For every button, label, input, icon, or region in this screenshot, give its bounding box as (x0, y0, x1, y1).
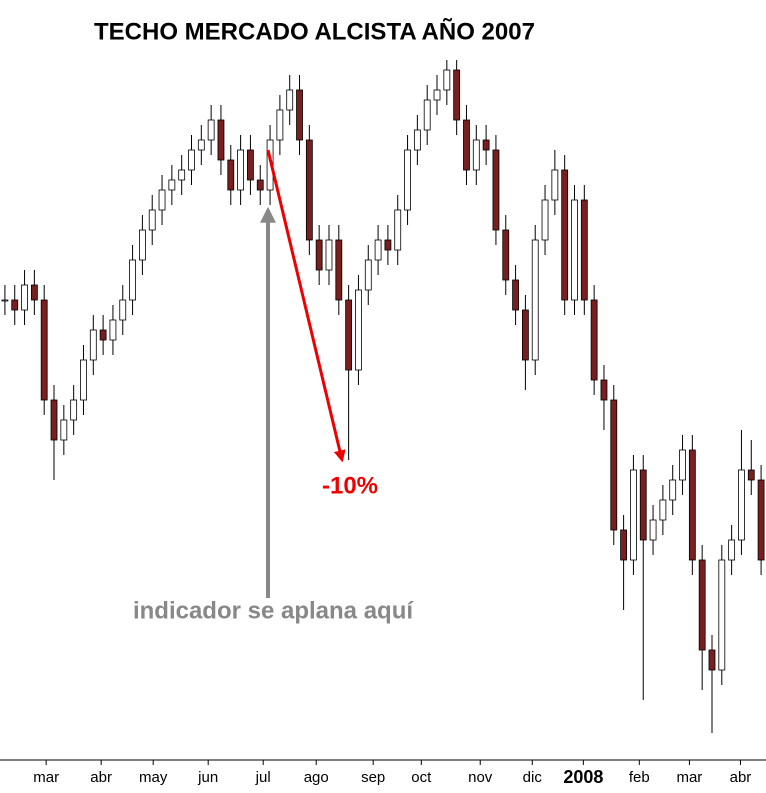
x-tick-label: abr (90, 769, 112, 786)
candle-body (580, 199, 588, 301)
candle-body (551, 169, 559, 201)
candle-body (188, 149, 195, 171)
x-tick-label: jul (255, 769, 271, 786)
x-tick-label: sep (361, 769, 385, 786)
candle-body (433, 89, 441, 101)
candle-body (256, 179, 264, 191)
candle-body (639, 469, 647, 541)
candle-body (620, 529, 628, 561)
candle-body (698, 559, 706, 651)
candle-body (610, 399, 618, 531)
candle-body (60, 419, 68, 441)
candle-body (708, 649, 716, 671)
x-tick-label: feb (629, 769, 650, 786)
candle-body (217, 119, 225, 161)
candle-body (168, 179, 176, 191)
candle-body (541, 199, 549, 241)
candle-body (158, 189, 166, 211)
candle-body (30, 284, 38, 301)
candle-body (561, 169, 569, 301)
candle-body (757, 479, 765, 561)
candle-body (472, 139, 480, 171)
candle-body (197, 139, 205, 151)
candle-body (11, 299, 19, 311)
candle-body (286, 89, 294, 111)
annotation: -10% (322, 472, 378, 499)
candle-body (364, 259, 372, 291)
candle-body (502, 229, 510, 281)
candle-body (129, 259, 136, 301)
candle-body (590, 299, 598, 381)
candle-body (463, 119, 470, 171)
candle-body (207, 119, 215, 141)
candle-body (413, 129, 421, 151)
candle-body (80, 359, 87, 401)
candle-body (237, 149, 245, 191)
candle-body (374, 239, 382, 261)
candle-body (679, 449, 686, 481)
candle-body (40, 299, 48, 401)
candle-body (50, 399, 58, 441)
candle-body (443, 69, 451, 91)
candle-body (531, 239, 539, 361)
candle-body (492, 149, 500, 231)
candle-body (296, 89, 303, 141)
x-tick-label: abr (730, 769, 752, 786)
candle-body (649, 519, 657, 541)
candle-body (247, 149, 254, 181)
x-tick-label: jun (197, 769, 218, 786)
x-tick-label: may (139, 769, 168, 786)
x-tick-label: mar (676, 769, 702, 786)
candle-body (728, 539, 736, 561)
candle-body (99, 329, 107, 341)
candle-body (659, 499, 667, 521)
x-tick-label: dic (523, 769, 543, 786)
candle-body (119, 299, 127, 321)
candle-body (738, 469, 745, 541)
candle-body (404, 149, 411, 211)
candle-body (138, 229, 146, 261)
drop-arrow (266, 149, 346, 463)
candle-body (521, 309, 529, 361)
x-tick-label: ago (304, 769, 329, 786)
candle-body (276, 109, 284, 141)
candle-body (345, 299, 353, 371)
x-tick-label: nov (468, 769, 493, 786)
candles (1, 60, 765, 733)
candle-body (453, 69, 461, 121)
candle-body (227, 159, 235, 191)
candle-body (747, 469, 755, 481)
x-tick-label: oct (411, 769, 432, 786)
candle-body (512, 279, 519, 311)
candle-body (89, 329, 97, 361)
candle-body (70, 399, 78, 421)
candle-body (384, 239, 392, 251)
x-tick-label: mar (33, 769, 59, 786)
candle-body (423, 99, 431, 131)
candle-body (718, 559, 726, 671)
candle-body (325, 239, 333, 271)
candle-body (315, 239, 323, 271)
x-tick-label: 2008 (563, 767, 603, 787)
candle-body (600, 379, 608, 401)
candle-body (355, 289, 362, 371)
candle-body (394, 209, 402, 251)
candle-body (109, 319, 117, 341)
candle-body (630, 469, 637, 561)
candle-body (571, 199, 578, 301)
candle-body (1, 299, 9, 302)
candle-body (482, 139, 490, 151)
candle-body (335, 239, 343, 301)
candle-body (305, 139, 313, 241)
candle-body (669, 479, 677, 501)
chart-title: TECHO MERCADO ALCISTA AÑO 2007 (94, 17, 535, 45)
candle-body (148, 209, 156, 231)
candle-body (21, 284, 28, 311)
annotation: indicador se aplana aquí (133, 597, 414, 624)
candle-body (688, 449, 696, 561)
candle-body (178, 169, 186, 181)
